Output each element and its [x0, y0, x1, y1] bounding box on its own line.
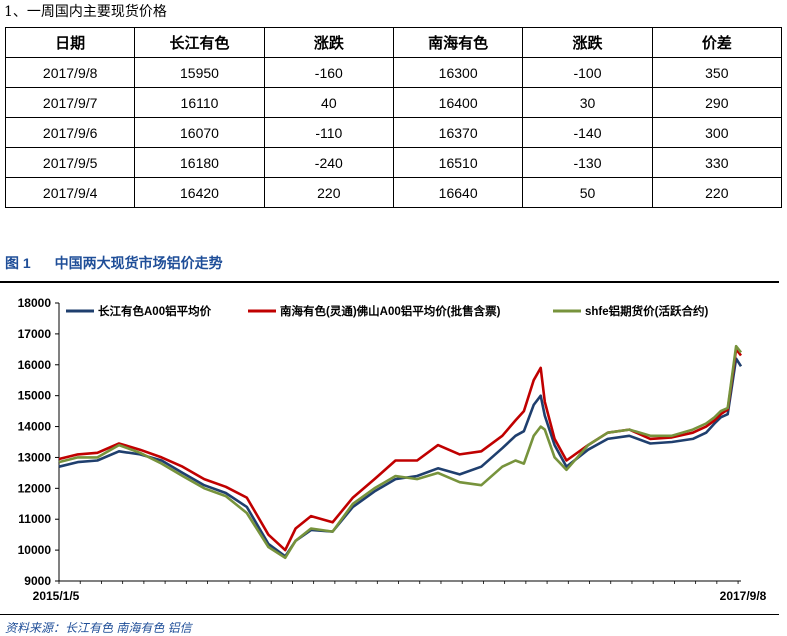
- table-header-row: 日期 长江有色 涨跌 南海有色 涨跌 价差: [4, 27, 783, 58]
- series-line-3: [58, 344, 743, 560]
- table-cell: 300: [651, 117, 783, 148]
- table-cell: -160: [263, 57, 394, 88]
- table-row: 2017/9/5 16180 -240 16510 -130 330: [4, 147, 783, 178]
- table-cell: 350: [651, 57, 783, 88]
- table-cell: 220: [651, 177, 783, 208]
- legend-label-1: 长江有色A00铝平均价: [98, 304, 212, 318]
- table-cell: 16070: [134, 117, 265, 148]
- header-changjiang: 长江有色: [134, 27, 265, 58]
- table-cell: 2017/9/7: [4, 87, 136, 118]
- source-note: 资料来源：长江有色 南海有色 铝信: [5, 621, 192, 635]
- source-rule: [0, 614, 779, 615]
- y-tick-label: 18000: [18, 296, 52, 310]
- figure-top-rule: [0, 281, 779, 283]
- table-row: 2017/9/6 16070 -110 16370 -140 300: [4, 117, 783, 148]
- table-cell: -100: [522, 57, 653, 88]
- legend-label-3: shfe铝期货价(活跃合约): [585, 304, 708, 318]
- table-cell: 330: [651, 147, 783, 178]
- table-cell: 2017/9/6: [4, 117, 136, 148]
- table-cell: -130: [522, 147, 653, 178]
- table-cell: 30: [522, 87, 653, 118]
- table-cell: 290: [651, 87, 783, 118]
- y-tick-label: 16000: [18, 358, 52, 372]
- table-cell: 16420: [134, 177, 265, 208]
- series-line-1: [58, 357, 743, 558]
- table-cell: -110: [263, 117, 394, 148]
- y-tick-label: 17000: [18, 327, 52, 341]
- figure-title: 中国两大现货市场铝价走势: [54, 255, 223, 271]
- y-tick-label: 10000: [18, 543, 52, 557]
- table-cell: -240: [263, 147, 394, 178]
- table-cell: 2017/9/8: [4, 57, 136, 88]
- figure-number: 图 1: [5, 255, 31, 271]
- table-cell: 2017/9/5: [4, 147, 136, 178]
- figure-heading: 图 1 中国两大现货市场铝价走势: [5, 253, 223, 273]
- table-cell: -140: [522, 117, 653, 148]
- chart-axes: 9000 10000 11000 12000 13000 14000 15000 16000 1…: [18, 296, 767, 603]
- table-cell: 16370: [392, 117, 524, 148]
- table-cell: 16640: [392, 177, 524, 208]
- price-trend-chart: 9000 10000 11000 12000 13000 14000 15000 16000 1…: [18, 296, 767, 603]
- header-spread: 价差: [651, 27, 783, 58]
- table-cell: 2017/9/4: [4, 177, 136, 208]
- table-cell: 50: [522, 177, 653, 208]
- y-tick-label: 15000: [18, 389, 52, 403]
- header-nanhai: 南海有色: [392, 27, 524, 58]
- header-change-nanhai: 涨跌: [522, 27, 653, 58]
- table-cell: 16510: [392, 147, 524, 178]
- section-title: 1、一周国内主要现货价格: [4, 4, 167, 20]
- y-tick-label: 9000: [24, 574, 51, 588]
- series-line-2: [58, 348, 743, 552]
- chart-series: [58, 344, 743, 560]
- spot-price-table: 日期 长江有色 涨跌 南海有色 涨跌 价差 2017/9/8 15950 -16…: [4, 27, 783, 208]
- header-change-changjiang: 涨跌: [263, 27, 394, 58]
- table-cell: 16180: [134, 147, 265, 178]
- chart-legend: 长江有色A00铝平均价 南海有色(灵通)佛山A00铝平均价(批售含票) shfe铝期…: [66, 304, 708, 318]
- table-cell: 16110: [134, 87, 265, 118]
- table-row: 2017/9/7 16110 40 16400 30 290: [4, 87, 783, 118]
- y-tick-label: 13000: [18, 450, 52, 464]
- x-tick-label-end: 2017/9/8: [720, 589, 767, 603]
- table-cell: 220: [263, 177, 394, 208]
- table-row: 2017/9/8 15950 -160 16300 -100 350: [4, 57, 783, 88]
- legend-label-2: 南海有色(灵通)佛山A00铝平均价(批售含票): [280, 304, 501, 318]
- table-cell: 40: [263, 87, 394, 118]
- x-tick-label-start: 2015/1/5: [33, 589, 80, 603]
- y-tick-label: 14000: [18, 420, 52, 434]
- table-cell: 16400: [392, 87, 524, 118]
- table-row: 2017/9/4 16420 220 16640 50 220: [4, 177, 783, 208]
- y-tick-label: 11000: [18, 512, 51, 526]
- table-cell: 16300: [392, 57, 524, 88]
- table-cell: 15950: [134, 57, 265, 88]
- header-date: 日期: [4, 27, 136, 58]
- y-tick-label: 12000: [18, 481, 52, 495]
